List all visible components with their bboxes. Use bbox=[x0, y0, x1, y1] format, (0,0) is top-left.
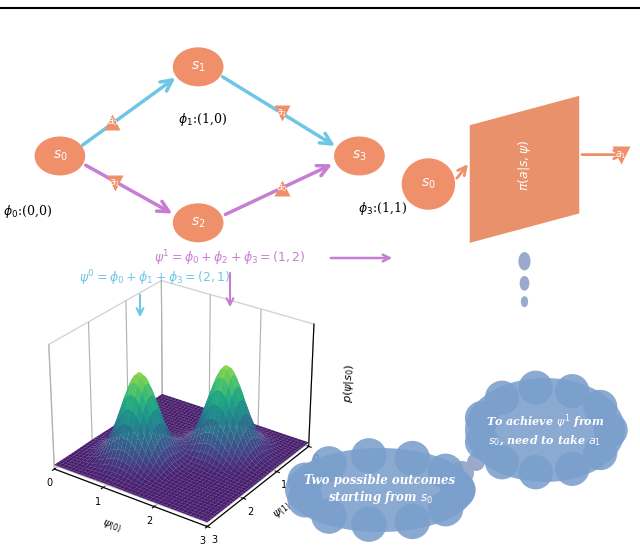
Circle shape bbox=[593, 413, 628, 447]
Ellipse shape bbox=[35, 136, 85, 175]
Ellipse shape bbox=[173, 47, 223, 86]
Text: $s_0$: $s_0$ bbox=[52, 149, 67, 163]
Text: $\psi^0 = \phi_0 + \phi_1 + \phi_3 = (2,1)$: $\psi^0 = \phi_0 + \phi_1 + \phi_3 = (2,… bbox=[79, 268, 231, 288]
Text: $\psi^1 = \phi_0 + \phi_2 + \phi_3 = (1,2)$: $\psi^1 = \phi_0 + \phi_2 + \phi_3 = (1,… bbox=[154, 248, 306, 268]
Text: $a_0$: $a_0$ bbox=[276, 182, 288, 194]
Circle shape bbox=[583, 390, 618, 424]
X-axis label: $\psi_{(0)}$: $\psi_{(0)}$ bbox=[100, 518, 124, 536]
Circle shape bbox=[465, 425, 499, 459]
Circle shape bbox=[351, 438, 387, 473]
Circle shape bbox=[518, 370, 553, 405]
Circle shape bbox=[518, 252, 531, 270]
Circle shape bbox=[351, 506, 387, 542]
Circle shape bbox=[428, 453, 463, 489]
Text: $a_0$: $a_0$ bbox=[106, 116, 118, 128]
Text: To achieve $\psi^1$ from
$s_0$, need to take $a_1$: To achieve $\psi^1$ from $s_0$, need to … bbox=[486, 412, 604, 448]
Circle shape bbox=[583, 436, 618, 470]
Circle shape bbox=[287, 482, 323, 517]
Circle shape bbox=[485, 445, 519, 480]
Text: $\phi_1$:(1,0): $\phi_1$:(1,0) bbox=[178, 111, 227, 128]
Circle shape bbox=[428, 491, 463, 526]
Circle shape bbox=[440, 472, 476, 508]
Ellipse shape bbox=[173, 203, 223, 242]
Circle shape bbox=[555, 374, 589, 408]
Circle shape bbox=[394, 441, 430, 476]
Circle shape bbox=[450, 461, 474, 485]
Circle shape bbox=[518, 455, 553, 490]
Polygon shape bbox=[470, 96, 579, 243]
Y-axis label: $\psi_{(1)}$: $\psi_{(1)}$ bbox=[271, 500, 294, 522]
Ellipse shape bbox=[465, 378, 625, 482]
Text: $s_1$: $s_1$ bbox=[191, 60, 205, 74]
Circle shape bbox=[287, 462, 323, 498]
Text: $s_2$: $s_2$ bbox=[191, 216, 205, 230]
Circle shape bbox=[467, 453, 485, 471]
Ellipse shape bbox=[285, 448, 475, 532]
Circle shape bbox=[311, 446, 347, 482]
Circle shape bbox=[555, 452, 589, 486]
Text: $\phi_0$:(0,0): $\phi_0$:(0,0) bbox=[3, 203, 52, 220]
Text: $\pi(a|s,\psi)$: $\pi(a|s,\psi)$ bbox=[516, 140, 533, 191]
Circle shape bbox=[521, 296, 528, 307]
Circle shape bbox=[394, 504, 430, 539]
Text: $a_1$: $a_1$ bbox=[276, 108, 288, 119]
Text: $a_1$: $a_1$ bbox=[109, 177, 121, 189]
Text: Two possible outcomes
starting from $s_0$: Two possible outcomes starting from $s_0… bbox=[305, 474, 456, 506]
Circle shape bbox=[485, 380, 519, 415]
Circle shape bbox=[520, 276, 529, 291]
Text: $s_0$: $s_0$ bbox=[421, 177, 436, 191]
Circle shape bbox=[482, 444, 494, 456]
Ellipse shape bbox=[402, 158, 455, 210]
Text: $s_3$: $s_3$ bbox=[352, 149, 367, 163]
Ellipse shape bbox=[334, 136, 385, 175]
Circle shape bbox=[465, 401, 499, 435]
Text: $a_1$: $a_1$ bbox=[615, 149, 627, 160]
Circle shape bbox=[311, 498, 347, 534]
Text: $\phi_2$:(0,1): $\phi_2$:(0,1) bbox=[178, 267, 227, 284]
Text: $\phi_3$:(1,1): $\phi_3$:(1,1) bbox=[358, 201, 407, 217]
